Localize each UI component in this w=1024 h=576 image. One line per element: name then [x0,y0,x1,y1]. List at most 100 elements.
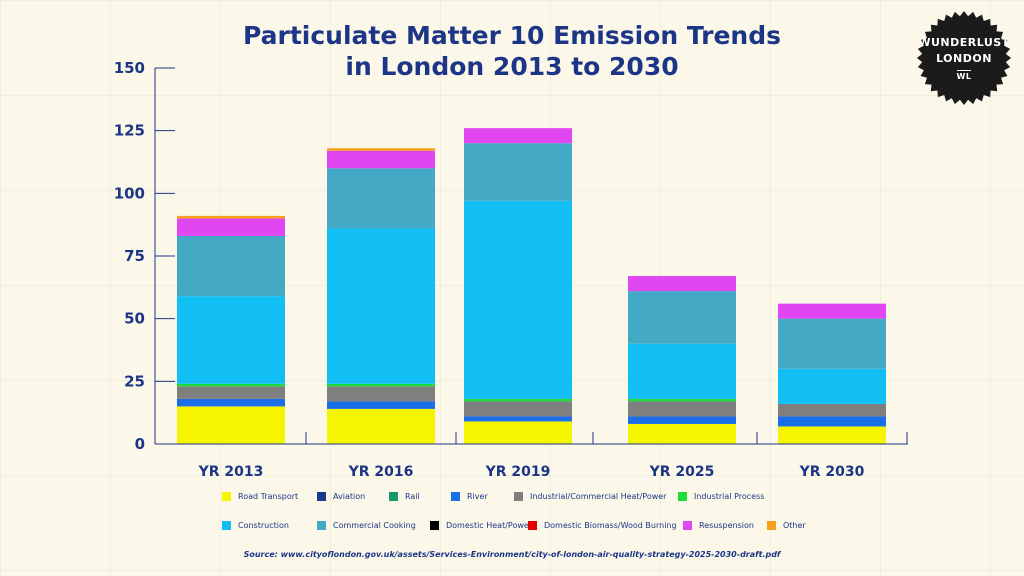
bar-segment-0-industrial-commercial-heat-power [177,386,285,399]
bar-segment-4-resuspension [778,303,886,319]
legend-label: River [467,492,488,501]
bar-segment-2-road-transport [464,421,572,444]
bar-segment-4-construction [778,368,886,404]
legend-label: Industrial/Commercial Heat/Power [530,492,667,501]
bar-segment-3-road-transport [628,423,736,444]
bar-segment-2-industrial-process [464,398,572,402]
source-note: Source: www.cityoflondon.gov.uk/assets/S… [243,550,781,559]
bar-segment-3-commercial-cooking [628,291,736,344]
bar-segment-1-commercial-cooking [327,168,435,229]
y-tick-label-25: 25 [124,372,145,390]
legend-swatch [514,492,523,501]
legend-swatch [767,521,776,530]
gridlines [155,67,175,382]
legend-item-construction: Construction [222,521,317,530]
bar-segment-2-river [464,416,572,422]
legend-item-industrial-commercial-heat-power: Industrial/Commercial Heat/Power [514,492,678,501]
bar-segment-4-road-transport [778,426,886,444]
bar-segment-1-resuspension [327,150,435,169]
wunderlust-badge-text: WUNDERLUST LONDON WL [916,10,1012,106]
badge-line-1: WUNDERLUST [918,35,1010,49]
bar-segment-1-industrial-commercial-heat-power [327,386,435,402]
legend-label: Domestic Heat/Power [446,521,533,530]
bar-segment-0-other [177,215,285,219]
x-tick-labels: YR 2013 YR 2016 YR 2019 YR 2025 YR 2030 [198,464,865,480]
legend-item-commercial-cooking: Commercial Cooking [317,521,430,530]
bar-segment-1-industrial-process [327,383,435,387]
x-tick-label-2: YR 2019 [485,464,551,480]
x-tick-label-3: YR 2025 [649,464,715,480]
bar-segment-0-road-transport [177,406,285,444]
badge-line-3: WL [956,69,972,81]
bar-segment-3-industrial-process [628,398,736,402]
bar-segment-1-construction [327,228,435,384]
bar-segment-2-industrial-commercial-heat-power [464,401,572,417]
legend-item-river: River [451,492,514,501]
bar-segment-0-commercial-cooking [177,235,285,297]
legend-swatch [528,521,537,530]
bar-segment-2-commercial-cooking [464,143,572,201]
wunderlust-badge-seal [917,11,1011,105]
y-tick-label-50: 50 [124,310,145,328]
legend-item-road-transport: Road Transport [222,492,317,501]
chart-title-line-2: in London 2013 to 2030 [345,52,679,81]
legend-label: Rail [405,492,420,501]
legend-swatch [678,492,687,501]
legend-item-resuspension: Resuspension [683,521,767,530]
legend-label: Construction [238,521,289,530]
x-tick-label-0: YR 2013 [198,464,264,480]
bar-segment-0-resuspension [177,218,285,236]
bar-segment-1-other [327,148,435,151]
bar-segment-2-construction [464,200,572,399]
bar-segment-3-industrial-commercial-heat-power [628,401,736,417]
y-tick-label-75: 75 [124,247,145,265]
bar-segment-1-road-transport [327,408,435,444]
bar-segment-3-resuspension [628,276,736,292]
legend-swatch [222,521,231,530]
bar-segment-4-river [778,416,886,427]
x-tick-label-1: YR 2016 [348,464,414,480]
x-tick-label-4: YR 2030 [799,464,865,480]
bar-segment-2-resuspension [464,128,572,144]
bar-segment-0-river [177,398,285,407]
bar-stacks [177,128,908,444]
legend-swatch [451,492,460,501]
legend-label: Industrial Process [694,492,765,501]
legend-swatch [317,492,326,501]
bar-segment-0-construction [177,296,285,384]
legend-item-industrial-process: Industrial Process [678,492,818,501]
bar-segment-4-industrial-commercial-heat-power [778,403,886,417]
bar-segment-3-river [628,416,736,424]
bar-segment-1-river [327,401,435,409]
y-tick-label-125: 125 [114,122,145,140]
bar-segment-3-construction [628,343,736,399]
legend-row-2: Construction Commercial Cooking Domestic H… [222,521,827,530]
legend-row-1: Road Transport Aviation Rail River Industria… [222,492,842,501]
bar-segment-4-commercial-cooking [778,318,886,369]
legend-swatch [222,492,231,501]
bar-segment-0-industrial-process [177,383,285,387]
chart-title-line-1: Particulate Matter 10 Emission Trends [242,21,782,50]
y-tick-label-100: 100 [114,184,145,202]
legend-label: Commercial Cooking [333,521,416,530]
legend-label: Aviation [333,492,366,501]
axes [154,68,908,445]
y-tick-labels: 0 25 50 75 100 125 150 [114,59,145,453]
legend-item-aviation: Aviation [317,492,389,501]
legend-swatch [430,521,439,530]
legend-label: Resuspension [699,521,754,530]
legend-swatch [683,521,692,530]
legend-item-domestic-biomass-wood-burning: Domestic Biomass/Wood Burning [528,521,683,530]
badge-line-2: LONDON [936,51,992,65]
legend-swatch [389,492,398,501]
legend-item-domestic-heat-power: Domestic Heat/Power [430,521,532,530]
y-tick-label-150: 150 [114,59,145,77]
legend-label: Other [783,521,806,530]
chart-title: Particulate Matter 10 Emission Trends in… [0,20,1024,82]
legend-label: Domestic Biomass/Wood Burning [544,521,677,530]
legend-item-other: Other [767,521,827,530]
legend-swatch [317,521,326,530]
legend-item-rail: Rail [389,492,451,501]
y-tick-label-0: 0 [135,435,145,453]
